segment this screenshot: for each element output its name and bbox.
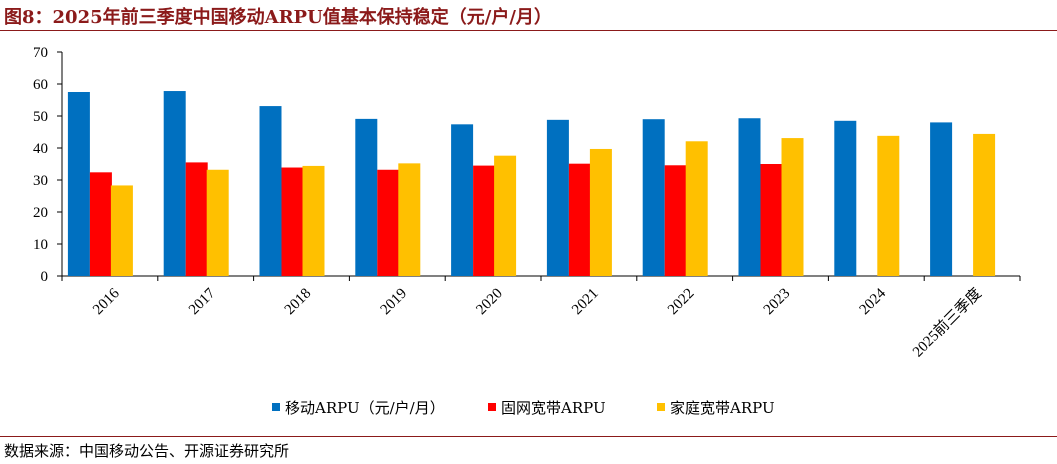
bar xyxy=(738,118,761,277)
bar xyxy=(355,118,378,276)
bar xyxy=(685,141,708,276)
bar xyxy=(206,169,229,276)
bar xyxy=(110,185,133,276)
title-rule xyxy=(0,30,1057,31)
bar xyxy=(760,164,783,276)
x-tick-label: 2022 xyxy=(665,286,698,319)
bar xyxy=(589,148,612,276)
source-note: 数据来源：中国移动公告、开源证券研究所 xyxy=(4,442,290,460)
bar xyxy=(781,138,804,276)
bar xyxy=(398,163,421,276)
bar xyxy=(546,119,569,276)
y-tick-label: 10 xyxy=(33,237,48,253)
bar xyxy=(89,172,112,276)
x-tick-label: 2020 xyxy=(473,286,506,319)
bar xyxy=(664,165,687,276)
legend: 移动ARPU（元/户/月） 固网宽带ARPU 家庭宽带ARPU xyxy=(272,399,775,417)
x-tick-label: 2017 xyxy=(186,285,219,318)
bar xyxy=(473,165,496,276)
bar xyxy=(568,163,591,276)
bar xyxy=(494,155,517,276)
bar xyxy=(302,165,325,276)
legend-label: 固网宽带ARPU xyxy=(501,399,606,417)
bar-chart: 0 10 20 30 40 50 60 70 2016 2017 2018 2019 2020 2021… xyxy=(33,45,1021,417)
bar xyxy=(67,92,90,276)
y-tick-label: 20 xyxy=(33,205,48,221)
y-axis: 0 10 20 30 40 50 60 70 xyxy=(33,45,63,285)
x-tick-label: 2023 xyxy=(761,286,794,319)
source-rule xyxy=(0,436,1057,437)
x-tick-label: 2016 xyxy=(90,285,123,318)
x-tick-label: 2019 xyxy=(378,286,411,319)
bar xyxy=(259,106,282,276)
legend-swatch xyxy=(488,403,496,411)
bars xyxy=(67,91,996,277)
bar xyxy=(377,169,400,276)
y-tick-label: 40 xyxy=(33,141,48,157)
figure-title: 图8：2025年前三季度中国移动ARPU值基本保持稳定（元/户/月） xyxy=(4,7,552,28)
bar xyxy=(185,162,208,276)
bar xyxy=(877,135,900,276)
legend-swatch xyxy=(657,403,665,411)
x-tick-label: 2024 xyxy=(857,285,890,318)
bar xyxy=(930,122,953,277)
bar xyxy=(973,133,996,276)
x-axis: 2016 2017 2018 2019 2020 2021 2022 2023 2024 2025… xyxy=(61,275,1021,361)
y-tick-label: 60 xyxy=(33,77,48,93)
y-tick-label: 0 xyxy=(41,269,49,285)
bar xyxy=(281,167,304,276)
x-tick-label: 2018 xyxy=(282,286,315,319)
legend-label: 移动ARPU（元/户/月） xyxy=(285,399,445,417)
x-tick-label: 2021 xyxy=(569,286,602,319)
y-tick-label: 30 xyxy=(33,173,48,189)
x-tick-label: 2025前三季度 xyxy=(909,285,985,361)
bar xyxy=(163,91,186,276)
bar xyxy=(834,120,857,276)
legend-label: 家庭宽带ARPU xyxy=(670,399,775,417)
legend-swatch xyxy=(272,403,280,411)
bar xyxy=(642,119,665,276)
y-tick-label: 70 xyxy=(33,45,48,61)
bar xyxy=(451,124,474,276)
y-tick-label: 50 xyxy=(33,109,48,125)
